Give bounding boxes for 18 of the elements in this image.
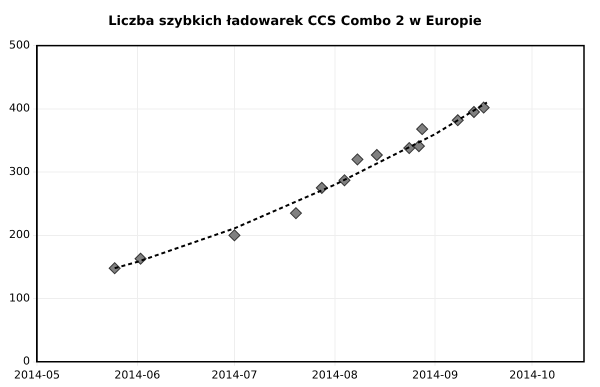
x-tick-label: 2014-09: [412, 368, 458, 382]
y-tick-label: 0: [22, 354, 30, 368]
x-tick-label: 2014-07: [211, 368, 258, 382]
y-tick-label: 200: [8, 228, 30, 242]
point: [228, 229, 240, 242]
point: [416, 123, 428, 136]
x-tick-label: 2014-08: [312, 368, 358, 382]
y-tick-label: 300: [8, 164, 30, 178]
point: [351, 153, 364, 166]
x-tick-label: 2014-05: [14, 368, 60, 382]
y-tick-label: 400: [8, 102, 30, 115]
x-tick-label: 2014-10: [509, 368, 556, 382]
point: [370, 149, 383, 162]
point: [290, 207, 302, 220]
y-tick-label: 100: [8, 291, 30, 304]
chart-title: Liczba szybkich ładowarek CCS Combo 2 w Europie: [108, 14, 482, 30]
y-tick-label: 500: [8, 38, 30, 52]
x-tick-label: 2014-06: [114, 368, 160, 382]
